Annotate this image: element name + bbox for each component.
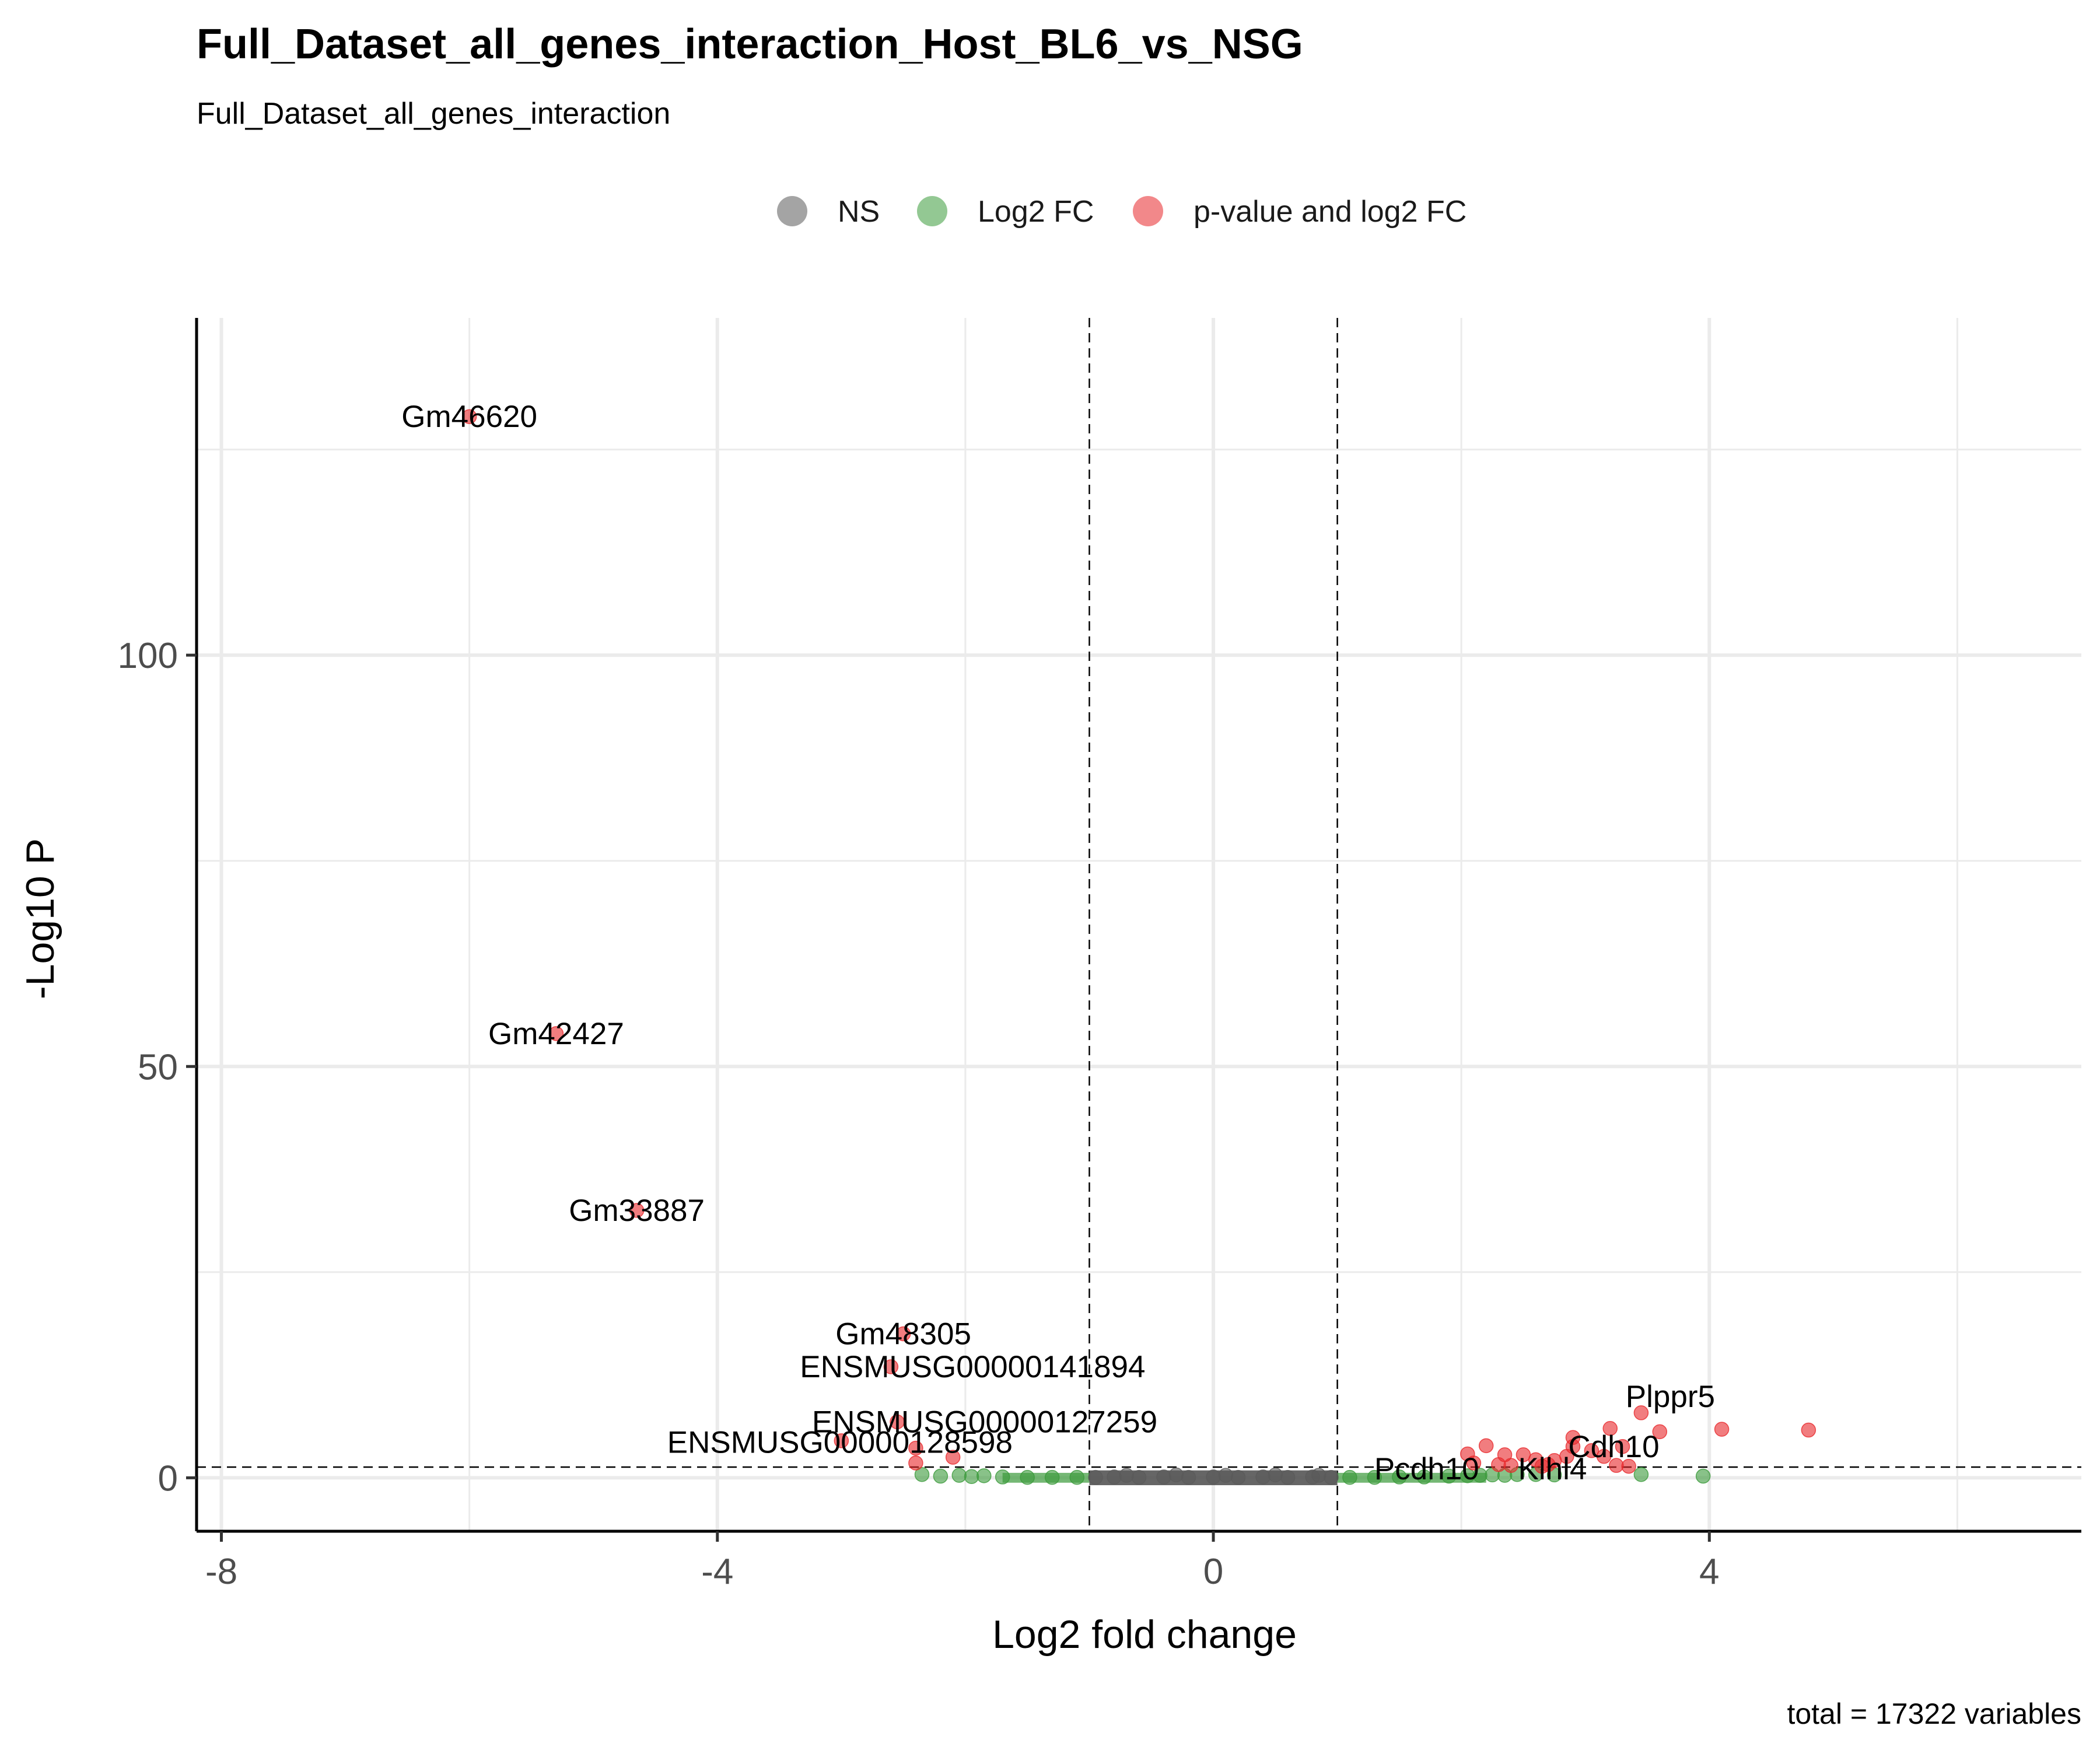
legend-key-ns — [777, 196, 807, 226]
significant-point — [548, 1026, 564, 1041]
log2fc-point — [1367, 1469, 1382, 1485]
ns-point — [1107, 1469, 1122, 1485]
data-points — [461, 409, 1817, 1486]
ns-point — [1268, 1467, 1283, 1483]
gene-label-ensmusg00000128598: ENSMUSG00000128598 — [667, 1426, 1013, 1460]
cutoff-lines — [197, 318, 2081, 1531]
log2fc-point — [1020, 1469, 1035, 1485]
significant-point — [1541, 1457, 1556, 1472]
y-tick-label: 100 — [118, 636, 178, 676]
significant-point — [1652, 1424, 1668, 1440]
log2fc-point — [964, 1469, 979, 1484]
gene-label-ensmusg00000127259: ENSMUSG00000127259 — [812, 1405, 1157, 1439]
significant-point — [1491, 1457, 1506, 1472]
ns-point — [1156, 1469, 1171, 1485]
caption: total = 17322 variables — [1787, 1698, 2081, 1730]
x-axis-title: Log2 fold change — [992, 1612, 1297, 1657]
legend-label-ns: NS — [838, 195, 880, 229]
significant-point — [834, 1433, 849, 1448]
x-tick-label: 0 — [1203, 1552, 1223, 1592]
log2fc-point — [1695, 1468, 1711, 1484]
significant-point — [1615, 1439, 1630, 1454]
ns-point — [1255, 1469, 1270, 1485]
log2fc-point — [914, 1466, 930, 1482]
ns-point — [1230, 1469, 1246, 1485]
ns-point — [1218, 1468, 1234, 1483]
significant-point — [1801, 1422, 1817, 1438]
gene-label-gm48305: Gm48305 — [835, 1317, 971, 1352]
significant-point — [629, 1203, 645, 1218]
significant-point — [1478, 1438, 1494, 1454]
gene-label-pcdh10: Pcdh10 — [1374, 1452, 1479, 1486]
significant-point — [1621, 1458, 1636, 1474]
log2fc-point — [951, 1468, 967, 1483]
legend-key-pvalue-log2fc — [1133, 196, 1163, 226]
significant-point — [1466, 1455, 1482, 1471]
log2fc-point — [933, 1468, 949, 1484]
significant-point — [945, 1450, 961, 1465]
log2fc-point — [1342, 1469, 1357, 1485]
legend-label-log2fc: Log2 FC — [978, 195, 1094, 229]
ns-point — [1131, 1469, 1147, 1485]
ns-point — [1324, 1469, 1339, 1485]
significant-point — [1596, 1448, 1612, 1464]
gene-labels: Gm46620Gm42427Gm33887Gm48305ENSMUSG00000… — [401, 400, 1715, 1486]
log2fc-point — [1441, 1468, 1457, 1484]
significant-point — [1584, 1443, 1600, 1458]
significant-point — [908, 1455, 923, 1471]
log2fc-point — [977, 1468, 992, 1483]
log2fc-point — [1416, 1469, 1432, 1485]
log2fc-point — [1633, 1466, 1649, 1482]
x-tick-label: -4 — [701, 1552, 733, 1592]
ns-point — [1311, 1468, 1326, 1483]
chart-title: Full_Dataset_all_genes_interaction_Host_… — [197, 21, 1303, 68]
log2fc-point — [995, 1469, 1010, 1485]
x-tick-label: 4 — [1699, 1552, 1719, 1592]
ns-point — [1088, 1469, 1103, 1485]
significant-point — [1559, 1448, 1574, 1464]
legend-key-log2fc — [917, 196, 947, 226]
significant-point — [1503, 1458, 1518, 1473]
significant-point — [461, 409, 477, 424]
log2fc-point — [1044, 1469, 1060, 1485]
log2fc-point — [1069, 1469, 1084, 1485]
ns-point — [1280, 1469, 1296, 1485]
ns-point — [1119, 1468, 1134, 1483]
ns-point — [1181, 1469, 1196, 1485]
gene-label-ensmusg00000141894: ENSMUSG00000141894 — [800, 1350, 1145, 1384]
significant-point — [1633, 1405, 1649, 1420]
y-axis-title: -Log10 P — [18, 838, 62, 999]
ns-point — [1206, 1469, 1221, 1485]
ns-point — [1168, 1467, 1184, 1483]
significant-point — [883, 1359, 899, 1374]
gene-label-cdh10: Cdh10 — [1568, 1430, 1659, 1464]
y-tick-label: 50 — [138, 1047, 178, 1087]
log2fc-point — [1392, 1469, 1407, 1485]
x-tick-label: -8 — [205, 1552, 237, 1592]
significant-point — [895, 1326, 911, 1342]
gene-label-plppr5: Plppr5 — [1626, 1380, 1715, 1414]
significant-point — [1714, 1422, 1730, 1437]
significant-point — [908, 1440, 923, 1456]
y-tick-label: 0 — [158, 1458, 178, 1499]
significant-point — [890, 1414, 905, 1430]
significant-point — [1602, 1420, 1618, 1436]
gene-label-gm33887: Gm33887 — [569, 1194, 705, 1228]
legend: NS Log2 FC p-value and log2 FC — [777, 195, 1466, 229]
gene-label-klhl4: Klhl4 — [1518, 1452, 1587, 1486]
gene-label-gm46620: Gm46620 — [401, 400, 537, 434]
legend-label-pvalue-log2fc: p-value and log2 FC — [1194, 195, 1466, 229]
chart-subtitle: Full_Dataset_all_genes_interaction — [197, 97, 670, 131]
gene-label-gm42427: Gm42427 — [488, 1017, 624, 1051]
axes: -8 -4 0 4 0 50 100 — [118, 318, 2081, 1592]
